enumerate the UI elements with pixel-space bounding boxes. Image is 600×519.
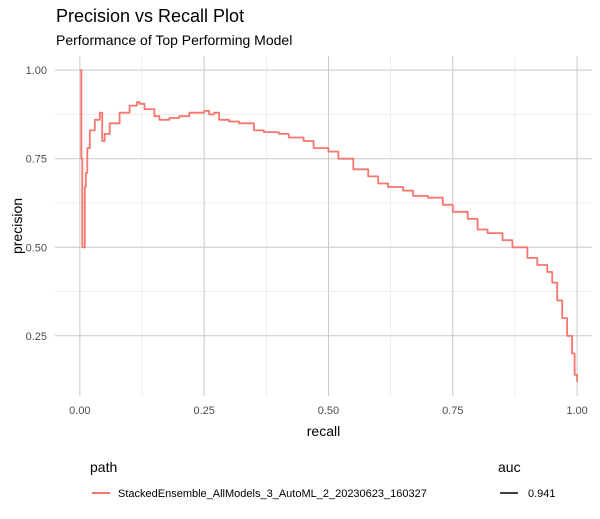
- legend: path StackedEnsemble_AllModels_3_AutoML_…: [90, 459, 556, 500]
- grid-minor-lines: [55, 56, 592, 396]
- legend-auc-title: auc: [498, 459, 521, 475]
- series-layer: [79, 69, 578, 382]
- y-tick-label: 1.00: [26, 65, 47, 77]
- chart-subtitle: Performance of Top Performing Model: [56, 32, 293, 48]
- x-axis-title: recall: [307, 423, 340, 439]
- x-tick-label: 1.00: [566, 405, 587, 417]
- grid-major-lines: [55, 56, 592, 396]
- x-tick-label: 0.50: [318, 405, 339, 417]
- series-line: [79, 69, 578, 382]
- y-tick-label: 0.50: [26, 242, 47, 254]
- y-tick-label: 0.75: [26, 154, 47, 166]
- x-tick-label: 0.25: [193, 405, 214, 417]
- x-tick-label: 0.75: [442, 405, 463, 417]
- legend-auc-label: 0.941: [528, 488, 556, 500]
- y-axis-title: precision: [9, 198, 25, 254]
- x-tick-label: 0.00: [69, 405, 90, 417]
- y-tick-label: 0.25: [26, 331, 47, 343]
- legend-path-title: path: [90, 459, 117, 475]
- legend-path-label: StackedEnsemble_AllModels_3_AutoML_2_202…: [118, 488, 427, 500]
- tick-layer: 0.00 0.25 0.50 0.75 1.00 0.25 0.50 0.75 1.00: [26, 65, 588, 417]
- chart-title: Precision vs Recall Plot: [56, 6, 245, 26]
